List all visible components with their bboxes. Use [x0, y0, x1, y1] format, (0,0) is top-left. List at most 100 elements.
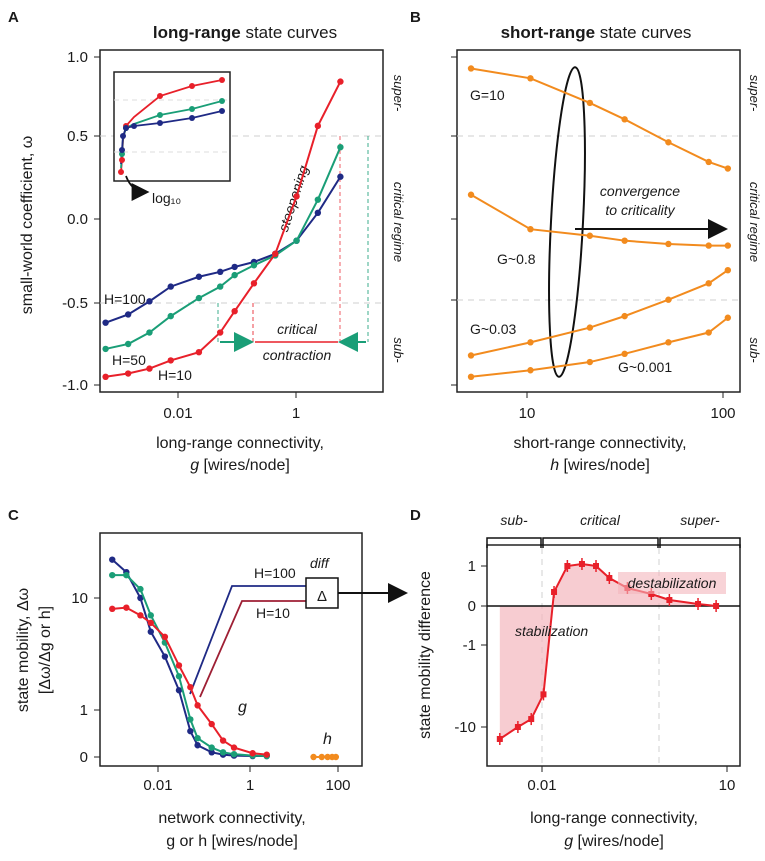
c-series-0-point-0 — [109, 556, 116, 563]
a-h10-point-6 — [231, 308, 238, 315]
b-curve-1-point-2 — [586, 232, 594, 239]
d-point-6 — [578, 561, 585, 567]
c-series-3-point-1 — [318, 753, 325, 761]
a-h100-point-0 — [102, 319, 109, 326]
d-point-13 — [713, 603, 720, 609]
ann-destabilization: destabilization — [628, 575, 717, 591]
ann-stabilization: stabilization — [515, 623, 588, 639]
a-h50-point-1 — [124, 340, 132, 348]
panel-c-ylabel-2: [Δω/Δg or h] — [37, 606, 54, 694]
c-series-2-point-12 — [263, 751, 270, 758]
c-series-1-point-10 — [230, 750, 238, 758]
connector-h100 — [189, 585, 306, 695]
a-h10-point-10 — [314, 122, 322, 130]
panel-a-inset: log₁₀ — [113, 71, 231, 206]
b-curve-3-point-6 — [724, 314, 732, 321]
panel-d-xlabel-1: long-range connectivity, — [530, 810, 698, 827]
panel-d-xtick-0.01: 0.01 — [527, 777, 556, 794]
c-series-2-point-3 — [147, 619, 154, 627]
panel-b-xlabel-2: h [wires/node] — [550, 457, 650, 474]
panel-d-frame — [486, 544, 741, 767]
ann-contraction: contraction — [263, 347, 332, 363]
b-curve-1-point-3 — [621, 237, 628, 244]
series-label-h10: H=10 — [158, 367, 192, 383]
panel-a-ytick-0.5: 0.5 — [67, 128, 88, 145]
c-series-0-line — [111, 558, 267, 758]
panel-b-regime-super: super- — [747, 75, 762, 112]
b-curve-2-point-1 — [527, 339, 534, 346]
panel-d-y-ticks: 1 0 -1 -10 — [454, 558, 487, 736]
panel-b-title: short-range state curves — [501, 23, 692, 42]
label-h10: H=10 — [256, 605, 290, 621]
panel-c-ytick-1: 1 — [80, 702, 88, 719]
panel-b-x-ticks: 10 100 — [519, 392, 736, 422]
d-curve — [499, 562, 717, 740]
b-curve-3-point-4 — [665, 339, 672, 346]
c-series-1-point-6 — [187, 716, 194, 723]
a-h100-point-3 — [167, 283, 174, 290]
c-series-0-point-6 — [187, 727, 194, 735]
panel-b-xlabel-1: short-range connectivity, — [513, 435, 686, 452]
b-curve-0-point-1 — [527, 75, 534, 82]
panel-d-series — [487, 558, 740, 745]
inset-arrow — [125, 175, 150, 201]
c-series-1-point-8 — [208, 744, 215, 751]
a-h10-point-9 — [293, 193, 300, 200]
ann-convergence-2: to criticality — [605, 202, 675, 218]
panel-a-ylabel: small-world coefficient, ω — [19, 136, 36, 314]
c-series-2-point-0 — [109, 605, 116, 613]
c-series-2-point-8 — [208, 720, 215, 728]
panel-b: B short-range state curves 10 100 short-… — [410, 9, 762, 474]
c-series-2-point-7 — [194, 702, 201, 709]
c-series-0-point-7 — [194, 742, 201, 749]
c-series-2-point-5 — [175, 662, 183, 669]
panel-a-regime-sub: sub- — [391, 337, 406, 363]
panel-d-brackets — [486, 537, 741, 548]
d-point-4 — [551, 589, 558, 595]
panel-a-regime-super: super- — [391, 75, 406, 112]
d-point-2 — [528, 716, 535, 723]
curve-label-g0.001: G~0.001 — [618, 359, 672, 375]
a-h50-line — [105, 146, 342, 350]
b-curve-1-point-4 — [665, 240, 672, 248]
b-curve-2-point-3 — [621, 312, 628, 320]
panel-a-ytick-1: 1.0 — [67, 49, 88, 66]
b-curve-2-point-2 — [586, 324, 594, 331]
panel-d-xlabel-2: g [wires/node] — [564, 833, 664, 850]
label-h100: H=100 — [254, 565, 296, 581]
b-curve-0-point-3 — [621, 116, 628, 123]
d-point-1 — [514, 724, 521, 730]
panel-c-frame — [99, 532, 363, 767]
b-curve-2-point-5 — [705, 280, 712, 287]
curve-label-g0.8: G~0.8 — [497, 251, 536, 267]
panel-a-series — [102, 78, 344, 380]
a-h50-point-11 — [337, 144, 344, 151]
delta-symbol: Δ — [317, 588, 327, 605]
a-h50-point-5 — [217, 283, 224, 290]
d-point-3 — [540, 691, 547, 698]
a-h50-point-6 — [231, 271, 238, 279]
regime-sub: sub- — [500, 512, 528, 528]
panel-c-ytick-10: 10 — [71, 590, 88, 607]
panel-a-xtick-0.01: 0.01 — [163, 405, 192, 422]
panel-d-ytick-1: 1 — [468, 558, 476, 575]
a-h10-point-4 — [195, 349, 203, 356]
d-shaded-area — [499, 564, 717, 739]
b-curve-1-point-1 — [527, 226, 534, 233]
label-g: g — [238, 699, 247, 716]
a-h100-point-2 — [146, 298, 153, 305]
c-series-1-point-1 — [123, 571, 130, 579]
d-point-12 — [695, 601, 702, 607]
b-curve-0-point-0 — [467, 65, 475, 72]
c-series-0-point-8 — [208, 749, 215, 756]
d-point-11 — [666, 597, 673, 603]
panel-a-frame — [99, 49, 384, 393]
a-h10-point-8 — [272, 250, 279, 257]
panel-d-ytick-neg1: -1 — [463, 637, 476, 654]
panel-c-xtick-100: 100 — [325, 777, 350, 794]
c-series-2-point-4 — [161, 633, 169, 641]
c-series-2-point-6 — [187, 683, 194, 691]
panel-b-regime-sub: sub- — [747, 337, 762, 363]
b-curve-1-point-5 — [705, 242, 712, 249]
